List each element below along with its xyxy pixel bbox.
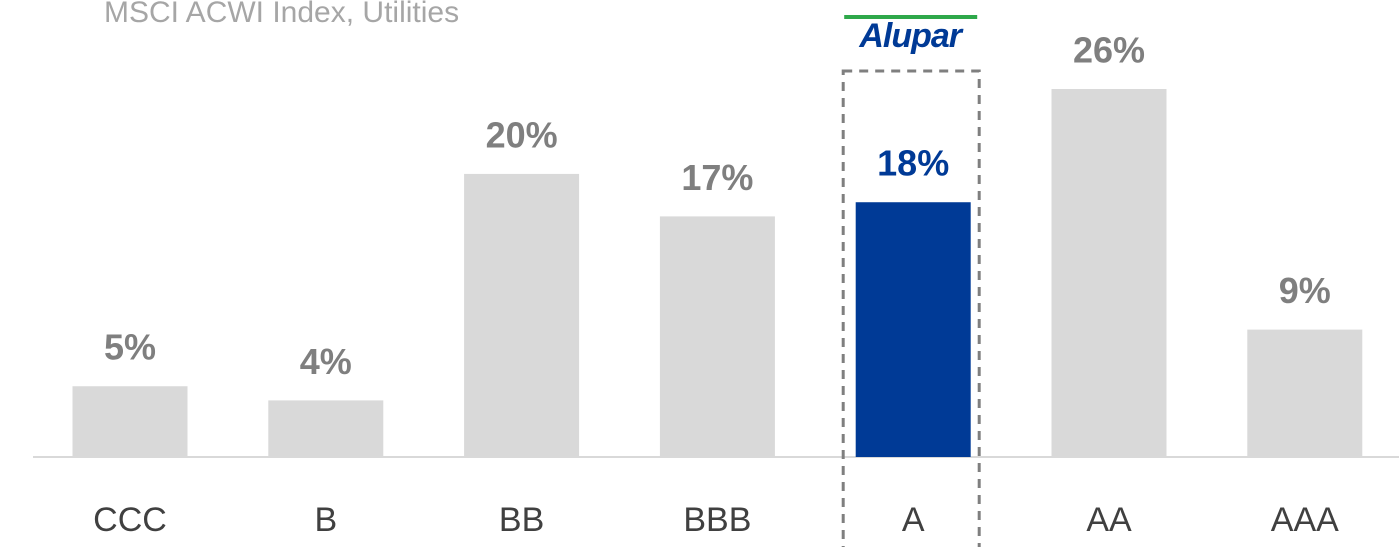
bar: [659, 216, 775, 457]
highlight-box: [841, 69, 981, 552]
x-tick-label: AAA: [1271, 501, 1339, 539]
bar: [855, 202, 971, 457]
data-label: 17%: [681, 157, 753, 198]
x-tick-label: B: [314, 501, 337, 539]
bar: [464, 173, 580, 457]
bar: [268, 400, 384, 457]
data-label: 26%: [1073, 30, 1145, 71]
bar: [1247, 329, 1363, 457]
data-label: 18%: [877, 143, 949, 184]
data-label: 20%: [486, 114, 558, 155]
data-label: 5%: [104, 327, 156, 368]
bar: [72, 386, 188, 457]
x-tick-label: A: [902, 501, 925, 539]
annotation: Alupar: [858, 17, 963, 55]
x-tick-label: CCC: [93, 501, 167, 539]
x-tick-label: BBB: [683, 501, 751, 539]
x-tick-label: BB: [499, 501, 544, 539]
data-label: 9%: [1279, 270, 1331, 311]
logo-stripe: [844, 15, 978, 19]
data-label: 4%: [300, 341, 352, 382]
bar: [1051, 89, 1167, 457]
chart-title: MSCI ACWI Index, Utilities: [104, 0, 459, 29]
x-tick-label: AA: [1086, 501, 1132, 539]
